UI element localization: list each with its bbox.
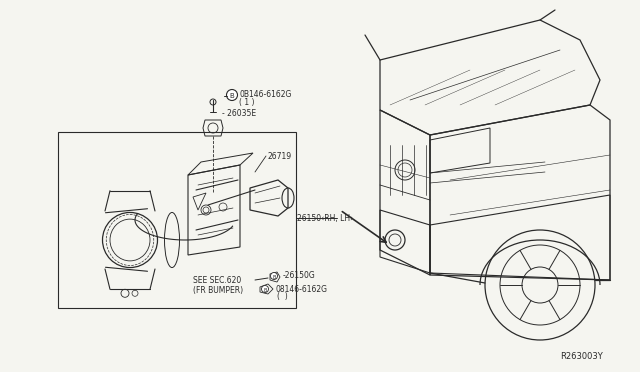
Text: B: B — [230, 93, 234, 99]
Circle shape — [262, 285, 269, 292]
Text: 08146-6162G: 08146-6162G — [275, 285, 327, 294]
Text: 26150‹RH, LH›: 26150‹RH, LH› — [297, 214, 353, 223]
Text: 0B146-6162G: 0B146-6162G — [239, 90, 291, 99]
Circle shape — [227, 90, 237, 100]
Text: (  ): ( ) — [277, 292, 288, 301]
Text: B: B — [263, 288, 267, 293]
Bar — [58, 132, 296, 308]
Text: -26150G: -26150G — [283, 272, 316, 280]
Text: (FR BUMPER): (FR BUMPER) — [193, 286, 243, 295]
Text: SEE SEC.620: SEE SEC.620 — [193, 276, 241, 285]
Circle shape — [271, 273, 278, 279]
Text: B: B — [272, 275, 276, 280]
Text: ( 1 ): ( 1 ) — [239, 98, 255, 107]
Text: R263003Y: R263003Y — [560, 352, 603, 361]
Text: - 26035E: - 26035E — [222, 109, 256, 118]
Text: 26719: 26719 — [267, 152, 291, 161]
